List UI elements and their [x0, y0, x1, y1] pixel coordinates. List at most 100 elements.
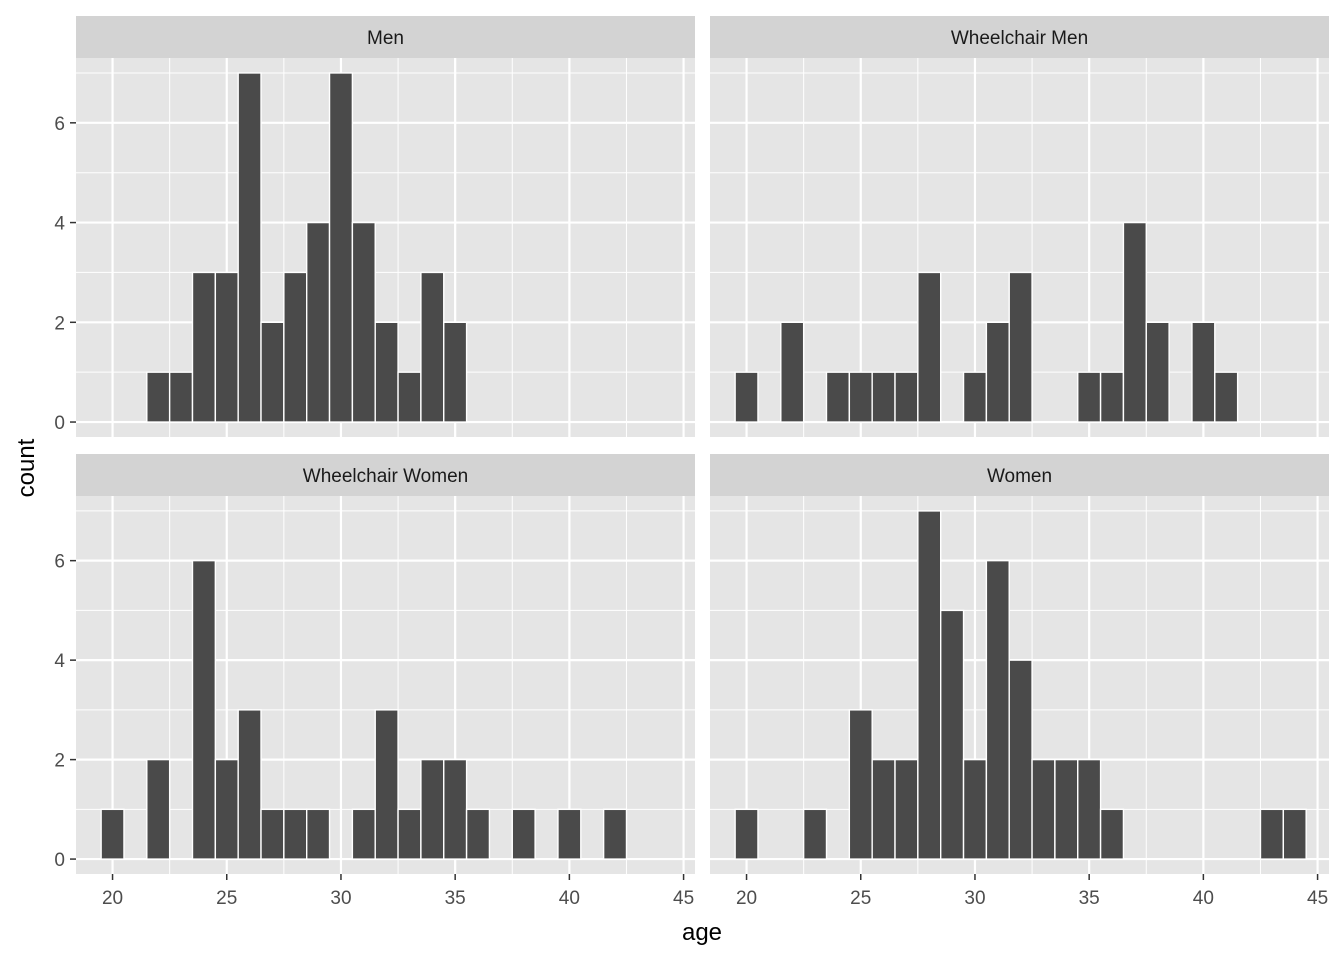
histogram-bar — [305, 221, 331, 423]
histogram-bar — [260, 321, 285, 423]
x-tick-label: 30 — [330, 888, 351, 909]
histogram-bar — [734, 808, 759, 860]
histogram-bar — [420, 271, 445, 423]
y-tick-label: 2 — [54, 751, 65, 772]
histogram-bar — [305, 808, 331, 860]
histogram-bar — [1282, 808, 1307, 860]
histogram-bar — [168, 371, 194, 423]
histogram-bar — [1099, 808, 1125, 860]
histogram-bar — [848, 709, 873, 860]
histogram-bar — [351, 808, 376, 860]
x-tick-label: 25 — [850, 888, 871, 909]
facet-strip-label: Wheelchair Men — [951, 28, 1088, 49]
histogram-bar — [1054, 758, 1079, 860]
histogram-bar — [420, 758, 445, 860]
facet-men: Men 0 2 4 6 — [54, 16, 695, 437]
histogram-bar — [374, 321, 399, 423]
histogram-bar — [191, 271, 217, 423]
y-tick-label: 4 — [54, 214, 65, 235]
x-tick-label: 20 — [102, 888, 123, 909]
facet-panels: Men 0 2 4 6 Wheelchair Men Wheelchair Women 0 2 4… — [54, 16, 1329, 909]
histogram-bar — [871, 758, 896, 860]
histogram-bar — [214, 271, 239, 423]
histogram-bar — [146, 758, 171, 860]
histogram-bar — [237, 72, 262, 423]
histogram-bar — [146, 371, 171, 423]
histogram-bar — [397, 808, 422, 860]
y-tick-label: 6 — [54, 114, 65, 135]
histogram-bar — [511, 808, 536, 860]
histogram-bar — [1191, 321, 1216, 423]
histogram-bar — [985, 321, 1010, 423]
histogram-bar — [894, 758, 919, 860]
histogram-bar — [1077, 371, 1102, 423]
histogram-bar — [602, 808, 628, 860]
y-tick-label: 0 — [54, 850, 65, 871]
histogram-bar — [917, 510, 942, 860]
histogram-bar — [939, 609, 965, 860]
x-tick-label: 35 — [445, 888, 466, 909]
facet-wheelchair-men: Wheelchair Men — [710, 16, 1329, 437]
facet-wheelchair-women: Wheelchair Women 0 2 4 6 20 25 30 35 40 45 — [54, 454, 695, 909]
histogram-bar — [1145, 321, 1170, 423]
x-tick-label: 45 — [1307, 888, 1328, 909]
histogram-bar — [283, 808, 308, 860]
x-tick-label: 40 — [1193, 888, 1214, 909]
y-axis-label: count — [13, 438, 40, 497]
histogram-bar — [443, 758, 468, 860]
histogram-bar — [1008, 271, 1033, 423]
histogram-bar — [985, 559, 1010, 860]
y-tick-label: 0 — [54, 413, 65, 434]
facet-strip — [710, 454, 1329, 496]
x-tick-label: 35 — [1079, 888, 1100, 909]
histogram-bar — [557, 808, 582, 860]
histogram-bar — [1099, 371, 1125, 423]
x-tick-label: 25 — [216, 888, 237, 909]
histogram-bar — [443, 321, 468, 423]
histogram-bar — [1008, 659, 1033, 860]
histogram-bar — [871, 371, 896, 423]
facet-strip — [76, 16, 695, 58]
y-tick-label: 2 — [54, 313, 65, 334]
histogram-bar — [260, 808, 285, 860]
histogram-bar — [1077, 758, 1102, 860]
histogram-bar — [1259, 808, 1285, 860]
histogram-bar — [1214, 371, 1239, 423]
histogram-bar — [237, 709, 262, 860]
facet-strip-label: Wheelchair Women — [303, 466, 468, 487]
y-tick-label: 4 — [54, 651, 65, 672]
histogram-bar — [1122, 221, 1147, 423]
histogram-bar — [351, 221, 376, 423]
histogram-bar — [397, 371, 422, 423]
x-tick-label: 45 — [673, 888, 694, 909]
facet-strip-label: Women — [987, 466, 1052, 487]
histogram-bar — [214, 758, 239, 860]
histogram-bar — [283, 271, 308, 423]
facet-strip-label: Men — [367, 28, 404, 49]
histogram-bar — [1031, 758, 1056, 860]
x-tick-label: 30 — [964, 888, 985, 909]
histogram-bar — [374, 709, 399, 860]
histogram-bar — [780, 321, 805, 423]
histogram-bar — [734, 371, 759, 423]
histogram-bar — [100, 808, 125, 860]
histogram-bar — [825, 371, 851, 423]
histogram-bar — [962, 371, 988, 423]
x-tick-label: 40 — [559, 888, 580, 909]
histogram-bar — [465, 808, 491, 860]
histogram-bar — [917, 271, 942, 423]
histogram-bar — [802, 808, 828, 860]
histogram-bar — [191, 559, 217, 860]
x-axis-label: age — [682, 919, 722, 946]
facet-strip — [710, 16, 1329, 58]
histogram-bar — [328, 72, 354, 423]
facet-women: Women 20 25 30 35 40 45 — [710, 454, 1329, 909]
histogram-bar — [962, 758, 988, 860]
y-tick-label: 6 — [54, 552, 65, 573]
x-tick-label: 20 — [736, 888, 757, 909]
histogram-bar — [848, 371, 873, 423]
histogram-bar — [894, 371, 919, 423]
facet-strip — [76, 454, 695, 496]
